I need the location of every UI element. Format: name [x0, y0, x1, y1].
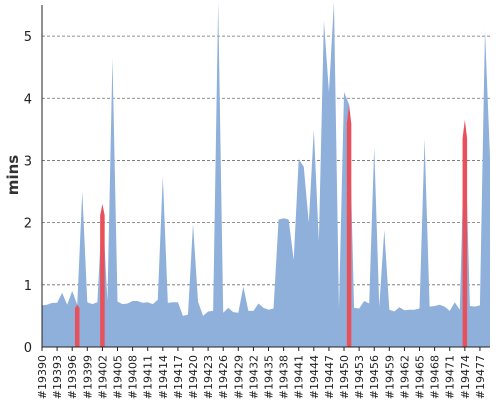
x-tick-label: #19420 — [187, 355, 200, 399]
y-tick-label: 2 — [24, 217, 32, 232]
x-tick-label: #19393 — [51, 355, 64, 399]
x-tick-label: #19447 — [323, 355, 336, 399]
y-tick-label: 0 — [24, 341, 32, 356]
x-tick-label: #19429 — [232, 355, 245, 399]
x-tick-label: #19432 — [247, 355, 260, 399]
x-tick-label: #19411 — [142, 355, 155, 399]
x-tick-label: #19399 — [81, 355, 94, 399]
x-tick-label: #19444 — [308, 355, 321, 399]
x-tick-label: #19426 — [217, 355, 230, 399]
x-tick-label: #19474 — [459, 355, 472, 399]
x-tick-label: #19471 — [444, 355, 457, 399]
y-tick-label: 4 — [24, 92, 32, 107]
axes — [41, 5, 490, 351]
x-tick-label: #19405 — [112, 355, 125, 399]
x-tick-label: #19468 — [429, 355, 442, 399]
x-tick-label: #19390 — [36, 355, 49, 399]
x-tick-label: #19450 — [338, 355, 351, 399]
x-tick-label: #19441 — [293, 355, 306, 399]
x-tick-label: #19423 — [202, 355, 215, 399]
x-tick-label: #19402 — [96, 355, 109, 399]
x-tick-label: #19453 — [353, 355, 366, 399]
x-tick-label: #19408 — [127, 355, 140, 399]
x-tick-label: #19462 — [398, 355, 411, 399]
duration-area — [42, 1, 490, 347]
area-layer — [42, 1, 490, 347]
highlight-bar — [346, 104, 352, 347]
x-tick-label: #19417 — [172, 355, 185, 399]
x-tick-label: #19456 — [368, 355, 381, 399]
x-tick-label: #19465 — [414, 355, 427, 399]
x-tick-label: #19438 — [278, 355, 291, 399]
x-tick-labels: #19390 #19393 #19396 #19399 #19402 #19405 #194… — [36, 355, 487, 399]
highlight-bar — [462, 120, 468, 347]
y-tick-label: 1 — [24, 279, 32, 294]
x-tick-label: #19435 — [263, 355, 276, 399]
y-tick-labels: 0 1 2 3 4 5 — [24, 30, 32, 356]
y-tick-label: 5 — [24, 30, 32, 45]
highlight-layer — [74, 104, 468, 347]
highlight-bar — [100, 203, 105, 347]
y-tick-label: 3 — [24, 154, 32, 169]
highlight-bar — [74, 304, 80, 347]
x-tick-label: #19477 — [474, 355, 487, 399]
x-tick-label: #19414 — [157, 355, 170, 399]
x-tick-label: #19396 — [66, 355, 79, 399]
y-axis-label: mins — [4, 155, 22, 195]
x-tick-label: #19459 — [383, 355, 396, 399]
